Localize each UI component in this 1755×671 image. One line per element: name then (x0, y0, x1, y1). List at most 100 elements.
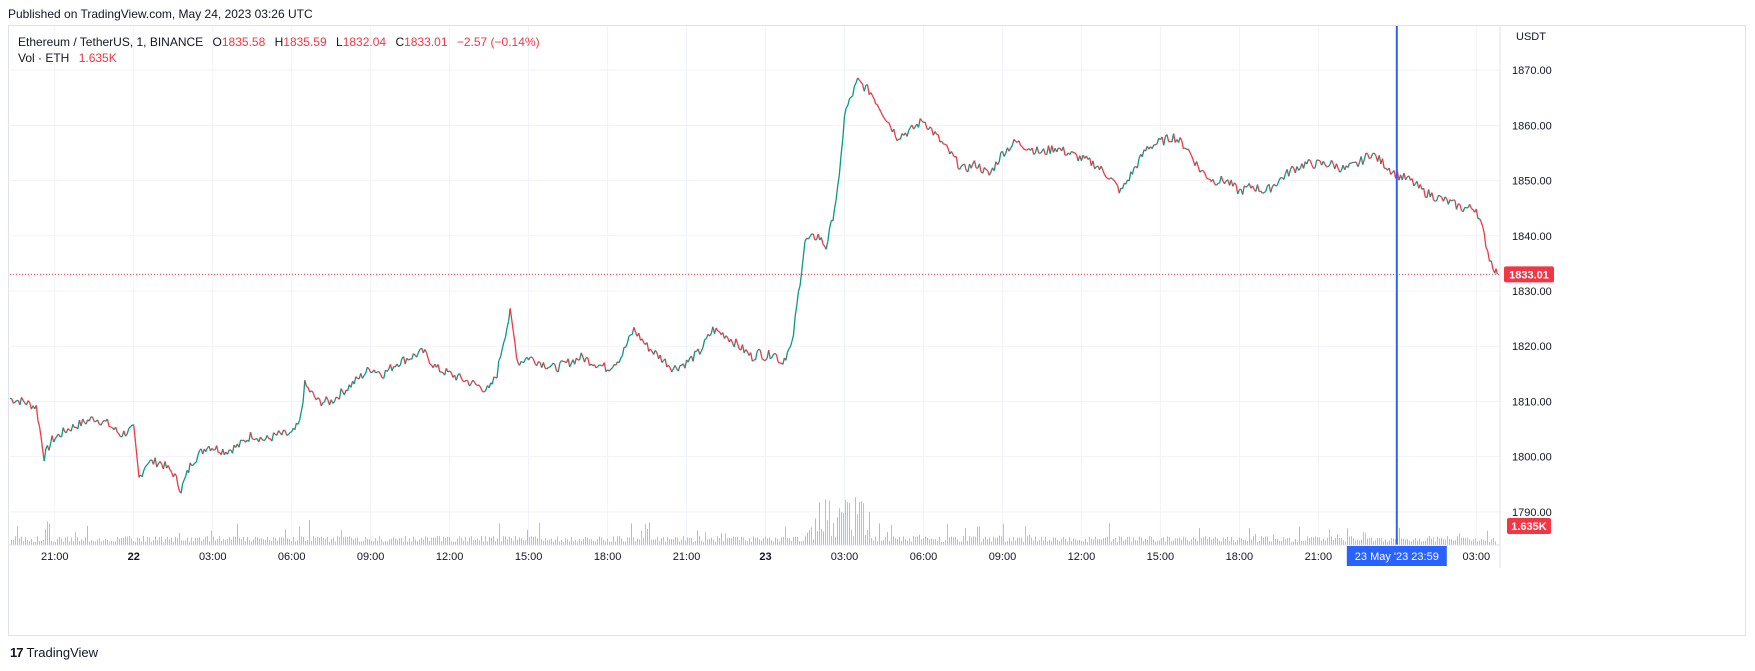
price-segment (871, 95, 875, 100)
volume-bar (1423, 541, 1424, 545)
volume-bar (327, 537, 328, 545)
price-segment (1151, 144, 1155, 149)
volume-bar (153, 540, 154, 545)
volume-bar (1293, 541, 1294, 545)
price-segment (883, 117, 887, 121)
volume-bar (639, 539, 640, 545)
price-segment (406, 357, 409, 361)
price-segment (671, 368, 674, 373)
volume-bar (197, 537, 198, 545)
volume-bar (107, 539, 108, 545)
volume-bar (1229, 541, 1230, 545)
volume-bar (187, 537, 188, 545)
price-segment (123, 430, 127, 437)
last-price-label: 1833.01 (1509, 269, 1549, 281)
volume-bar (1287, 538, 1288, 545)
price-segment (35, 405, 39, 421)
price-segment (885, 119, 888, 123)
volume-bar (665, 541, 666, 545)
volume-bar (1321, 540, 1322, 545)
price-segment (263, 439, 266, 442)
volume-bar (17, 526, 18, 545)
y-tick-label: 1860.00 (1512, 120, 1552, 132)
volume-bar (623, 541, 624, 545)
price-segment (893, 128, 897, 138)
volume-bar (419, 539, 420, 545)
volume-bar (999, 535, 1000, 545)
volume-bar (263, 539, 264, 545)
footer-branding[interactable]: 17 TradingView (10, 645, 98, 660)
x-tick-label: 03:00 (199, 551, 227, 563)
price-segment (1204, 173, 1208, 178)
price-segment (411, 353, 415, 360)
chart-frame[interactable] (8, 25, 1746, 636)
price-segment (847, 98, 851, 106)
price-segment (1089, 157, 1092, 166)
price-segment (501, 342, 505, 349)
price-segment (82, 418, 85, 423)
price-segment (1462, 207, 1466, 212)
volume-bar (61, 538, 62, 545)
volume-bar (65, 537, 66, 545)
volume-bar (1169, 537, 1170, 545)
price-segment (1433, 199, 1436, 202)
price-segment (960, 164, 964, 167)
x-tick-label: 03:00 (1463, 551, 1491, 563)
volume-bar (1225, 538, 1226, 545)
volume-bar (955, 537, 956, 545)
volume-bar (1241, 538, 1242, 545)
price-segment (1291, 165, 1295, 169)
volume-bar (227, 538, 228, 545)
volume-bar (423, 539, 424, 545)
price-segment (769, 357, 773, 360)
price-segment (1444, 196, 1448, 200)
volume-bar (823, 531, 824, 545)
price-segment (319, 399, 322, 407)
volume-bar (81, 539, 82, 545)
volume-bar (269, 540, 270, 545)
volume-bar (1143, 541, 1144, 545)
price-segment (511, 319, 514, 332)
price-segment (531, 356, 535, 360)
price-segment (48, 443, 52, 451)
volume-bar (1021, 537, 1022, 545)
volume-bar (1367, 538, 1368, 545)
volume-bar (375, 538, 376, 545)
price-segment (1439, 195, 1443, 198)
volume-bar (1237, 539, 1238, 545)
volume-bar (1327, 537, 1328, 545)
price-segment (1314, 159, 1318, 169)
legend-volume-label[interactable]: Vol · ETH (18, 51, 70, 65)
volume-bar (177, 538, 178, 545)
price-segment (424, 349, 428, 354)
price-segment (1419, 184, 1423, 190)
price-segment (741, 344, 745, 354)
price-segment (126, 428, 130, 435)
price-segment (368, 368, 372, 373)
price-segment (449, 370, 452, 373)
volume-bar (539, 522, 540, 545)
price-segment (169, 469, 173, 473)
volume-bar (655, 539, 656, 545)
volume-bar (463, 540, 464, 545)
price-segment (300, 401, 304, 412)
volume-bar (1457, 536, 1458, 545)
volume-bar (453, 541, 454, 545)
legend-symbol[interactable]: Ethereum / TetherUS, 1, BINANCE (18, 35, 204, 49)
price-segment (817, 233, 821, 241)
volume-bar (1191, 539, 1192, 545)
price-segment (773, 352, 776, 355)
volume-bar (389, 539, 390, 545)
price-segment (838, 155, 842, 176)
volume-bar (805, 536, 806, 545)
price-segment (149, 459, 153, 461)
volume-bar (673, 539, 674, 545)
price-segment (536, 361, 540, 366)
volume-bar (675, 537, 676, 545)
volume-bar (231, 539, 232, 545)
price-segment (725, 335, 729, 339)
volume-bar (779, 541, 780, 545)
price-segment (1183, 147, 1186, 150)
volume-bar (1347, 528, 1348, 545)
